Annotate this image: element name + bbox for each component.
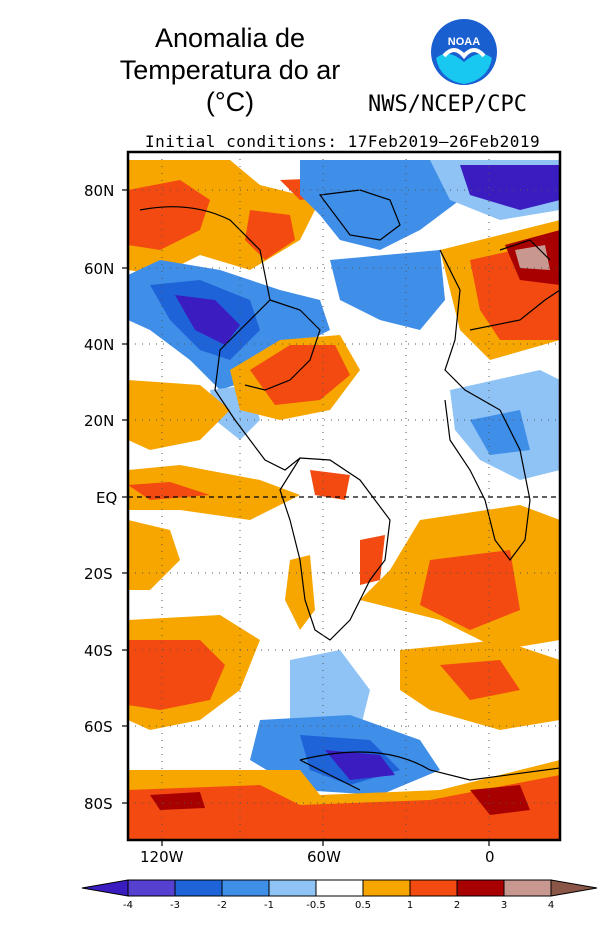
agency-label: NWS/NCEP/CPC xyxy=(368,92,527,117)
colorbar-tick-label: -4 xyxy=(123,900,133,911)
colorbar-tick-label: -2 xyxy=(217,900,227,911)
colorbar-segment xyxy=(221,879,270,897)
colorbar-high-arrow xyxy=(550,879,598,897)
lon-label-0: 0 xyxy=(485,848,495,866)
lat-label-20n: 20N xyxy=(84,412,115,430)
colorbar-tick-label: -1 xyxy=(264,900,274,911)
colorbar-tick-label: 1 xyxy=(406,900,414,911)
lat-label-60s: 60S xyxy=(84,718,113,736)
lon-label-60w: 60W xyxy=(307,848,341,866)
colorbar-tick-label: -0.5 xyxy=(306,900,326,911)
lat-label-40s: 40S xyxy=(84,642,113,660)
lon-label-120w: 120W xyxy=(140,848,184,866)
logo-text: NOAA xyxy=(448,36,480,48)
title-line-3: (°C) xyxy=(205,87,255,117)
lat-label-eq: EQ xyxy=(96,489,118,507)
colorbar-tick-label: -3 xyxy=(170,900,180,911)
colorbar-segment xyxy=(362,879,411,897)
initial-conditions: Initial conditions: 17Feb2019–26Feb2019 xyxy=(145,132,541,151)
title-line-2: Temperatura do ar xyxy=(119,55,341,85)
colorbar-tick-label: 3 xyxy=(500,900,508,911)
lat-label-20s: 20S xyxy=(84,565,113,583)
colorbar-segment xyxy=(503,879,552,897)
lat-label-80n: 80N xyxy=(84,182,115,200)
colorbar-segment xyxy=(174,879,223,897)
colorbar xyxy=(81,879,598,897)
title-line-1: Anomalia de xyxy=(154,23,306,53)
colorbar-segment xyxy=(127,879,176,897)
anomaly-field xyxy=(128,152,560,840)
map-title: Anomalia de Temperatura do ar (°C) xyxy=(100,22,360,118)
colorbar-tick-label: 2 xyxy=(453,900,461,911)
colorbar-tick-label: 4 xyxy=(547,900,555,911)
colorbar-segment xyxy=(268,879,317,897)
noaa-logo-icon: NOAA xyxy=(431,19,497,85)
lat-label-80s: 80S xyxy=(84,795,113,813)
colorbar-segment xyxy=(315,879,364,897)
lat-label-60n: 60N xyxy=(84,260,115,278)
map-frame xyxy=(126,150,562,842)
colorbar-tick-label: 0.5 xyxy=(355,900,371,911)
colorbar-segment xyxy=(456,879,505,897)
lat-label-40n: 40N xyxy=(84,336,115,354)
colorbar-low-arrow xyxy=(81,879,129,897)
colorbar-segment xyxy=(409,879,458,897)
